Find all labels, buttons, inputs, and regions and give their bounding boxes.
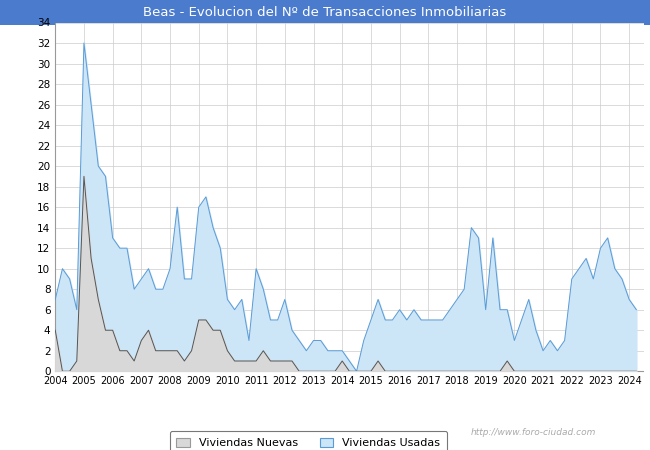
Text: Beas - Evolucion del Nº de Transacciones Inmobiliarias: Beas - Evolucion del Nº de Transacciones… [144, 6, 506, 19]
Text: http://www.foro-ciudad.com: http://www.foro-ciudad.com [471, 428, 595, 437]
Legend: Viviendas Nuevas, Viviendas Usadas: Viviendas Nuevas, Viviendas Usadas [170, 431, 447, 450]
